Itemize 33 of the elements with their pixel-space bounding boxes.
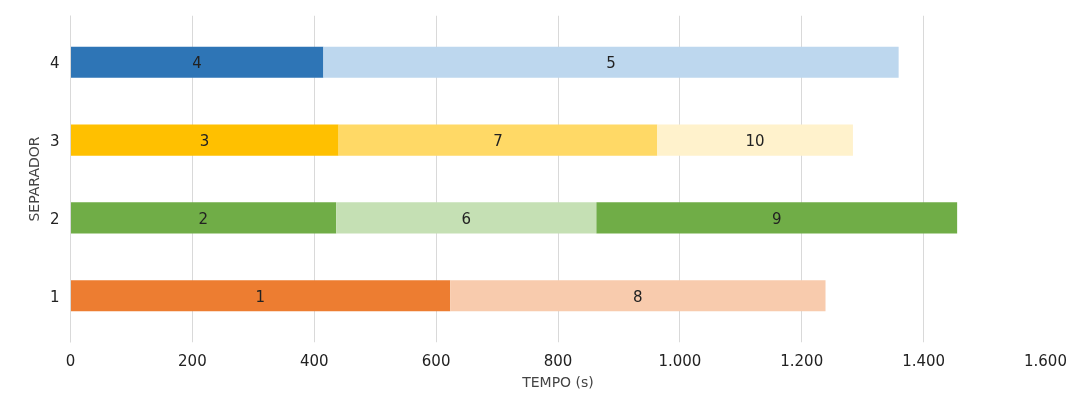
y-tick-label: 3	[49, 132, 60, 151]
x-axis-title: TEMPO (s)	[521, 373, 594, 390]
bar	[70, 280, 451, 312]
x-tick-label: 200	[178, 351, 207, 370]
x-tick-label: 1.000	[658, 351, 702, 370]
bar	[657, 124, 853, 156]
bar	[70, 124, 339, 156]
y-tick-label: 4	[49, 54, 60, 73]
annotation: 1	[255, 287, 266, 306]
bar	[336, 202, 597, 234]
x-tick-label: 800	[543, 351, 573, 370]
bar	[450, 280, 826, 312]
annotation: 7	[493, 132, 503, 151]
x-tick-label: 1.400	[902, 351, 946, 370]
annotation: 10	[745, 132, 765, 151]
y-tick-label: 2	[49, 209, 60, 228]
annotation: 6	[461, 209, 472, 228]
x-tick-label: 600	[421, 351, 451, 370]
annotation: 5	[606, 54, 616, 73]
annotation: 4	[192, 54, 202, 73]
annotation: 8	[633, 287, 643, 306]
x-tick-label: 1.600	[1024, 351, 1067, 370]
bar	[70, 46, 324, 78]
y-axis-title: SEPARADOR	[25, 136, 42, 222]
x-tick-label: 1.200	[780, 351, 824, 370]
annotation: 2	[198, 209, 209, 228]
bar	[338, 124, 658, 156]
y-tick-label: 1	[49, 287, 60, 306]
annotation: 3	[199, 132, 210, 151]
x-tick-label: 400	[299, 351, 329, 370]
x-tick-label: 0	[65, 351, 76, 370]
bar	[323, 46, 899, 78]
annotation: 9	[771, 209, 782, 228]
